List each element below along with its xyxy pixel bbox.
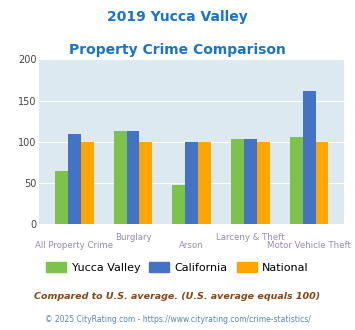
Legend: Yucca Valley, California, National: Yucca Valley, California, National [42,258,313,278]
Text: © 2025 CityRating.com - https://www.cityrating.com/crime-statistics/: © 2025 CityRating.com - https://www.city… [45,315,310,324]
Bar [68,134,81,224]
Text: Motor Vehicle Theft: Motor Vehicle Theft [267,241,351,250]
Bar [290,137,303,224]
Bar [303,91,316,224]
Bar [55,171,68,224]
Text: Burglary: Burglary [115,233,151,242]
Bar [231,139,244,224]
Bar [198,142,211,224]
Text: 2019 Yucca Valley: 2019 Yucca Valley [107,10,248,24]
Bar [140,142,152,224]
Bar [257,142,270,224]
Text: Larceny & Theft: Larceny & Theft [216,233,285,242]
Bar [172,185,185,224]
Bar [81,142,94,224]
Bar [114,131,126,224]
Text: All Property Crime: All Property Crime [35,241,113,250]
Bar [126,131,140,224]
Bar [316,142,328,224]
Text: Compared to U.S. average. (U.S. average equals 100): Compared to U.S. average. (U.S. average … [34,292,321,301]
Bar [185,142,198,224]
Bar [244,139,257,224]
Text: Property Crime Comparison: Property Crime Comparison [69,43,286,57]
Text: Arson: Arson [179,241,204,250]
